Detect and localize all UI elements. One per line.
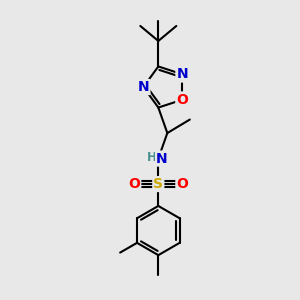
Text: N: N bbox=[177, 67, 188, 81]
Text: N: N bbox=[138, 80, 149, 94]
Text: N: N bbox=[156, 152, 168, 166]
Text: O: O bbox=[176, 177, 188, 191]
Text: N: N bbox=[138, 80, 149, 94]
Text: O: O bbox=[176, 93, 188, 107]
Text: O: O bbox=[128, 177, 140, 191]
Text: S: S bbox=[153, 177, 163, 191]
Text: H: H bbox=[147, 151, 157, 164]
Text: N: N bbox=[177, 67, 188, 81]
Text: O: O bbox=[176, 93, 188, 107]
